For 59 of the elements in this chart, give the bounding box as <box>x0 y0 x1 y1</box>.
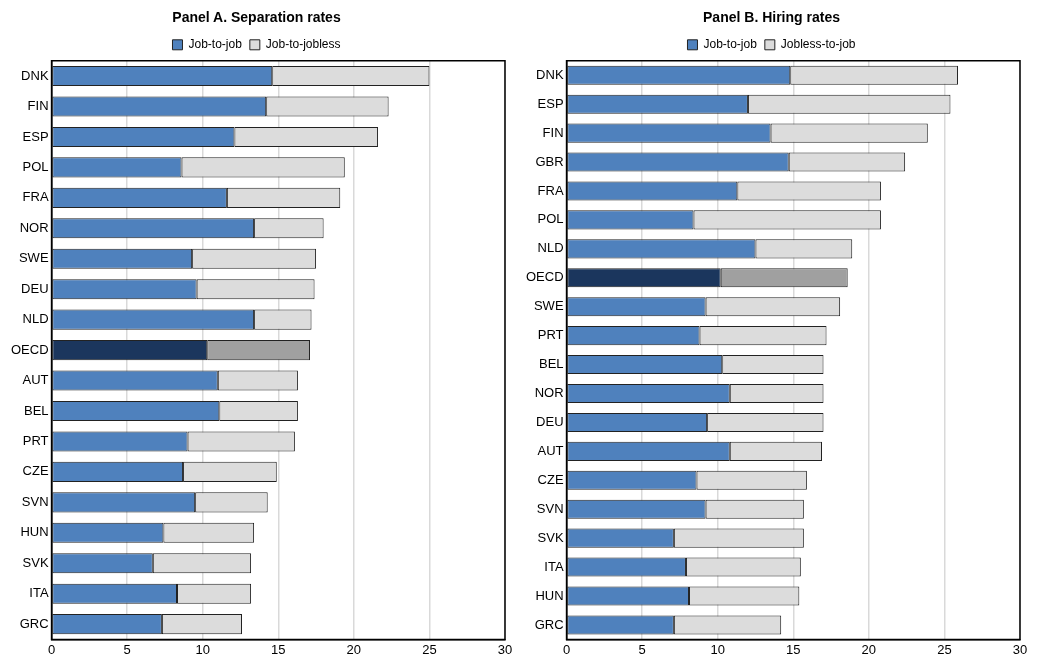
y-tick-label: POL <box>537 211 564 227</box>
y-tick-label: ESP <box>537 95 564 111</box>
x-tick-label: 15 <box>271 641 286 657</box>
y-tick-label: FRA <box>22 189 49 205</box>
y-tick-label: HUN <box>535 587 564 603</box>
y-tick-label: NLD <box>537 240 564 256</box>
y-tick-label: AUT <box>22 372 49 388</box>
y-tick-label: FIN <box>542 124 564 140</box>
x-tick-label: 0 <box>562 641 571 657</box>
y-tick-label: SVK <box>22 554 49 570</box>
x-tick-label: 25 <box>422 641 437 657</box>
y-tick-label: AUT <box>537 442 564 458</box>
y-tick-label: FRA <box>537 182 564 198</box>
y-tick-label: GRC <box>534 616 564 632</box>
y-tick-label: DNK <box>536 66 564 82</box>
y-tick-label: CZE <box>22 463 49 479</box>
y-tick-label: ESP <box>22 128 49 144</box>
x-tick-label: 30 <box>1012 641 1028 657</box>
y-tick-label: SWE <box>18 250 49 266</box>
y-tick-label: GBR <box>535 153 564 169</box>
x-tick-label: 10 <box>195 641 210 657</box>
legend-label: Job-to-job <box>188 37 243 52</box>
x-tick-label: 10 <box>710 641 725 657</box>
y-tick-label: SVK <box>537 529 564 545</box>
y-tick-label: CZE <box>537 471 564 487</box>
legend-label: Job-to-jobless <box>265 37 341 52</box>
x-tick-label: 20 <box>861 641 877 657</box>
y-tick-label: ITA <box>544 558 564 574</box>
y-tick-label: NOR <box>19 219 49 235</box>
y-tick-label: SVN <box>536 500 564 516</box>
x-tick-label: 30 <box>497 641 513 657</box>
x-tick-label: 5 <box>638 641 646 657</box>
y-tick-label: NOR <box>534 385 564 401</box>
x-tick-label: 20 <box>346 641 362 657</box>
y-tick-label: BEL <box>23 402 49 418</box>
y-tick-label: DNK <box>21 67 49 83</box>
y-tick-label: SWE <box>533 298 564 314</box>
x-tick-label: 25 <box>937 641 952 657</box>
y-tick-label: PRT <box>22 433 49 449</box>
x-tick-label: 15 <box>786 641 801 657</box>
chart-title: Panel A. Separation rates <box>172 9 341 26</box>
y-tick-label: GRC <box>19 615 49 631</box>
y-tick-label: NLD <box>22 311 49 327</box>
legend-label: Jobless-to-job <box>780 37 856 52</box>
y-tick-label: DEU <box>21 280 49 296</box>
y-tick-label: FIN <box>27 98 49 114</box>
y-tick-label: ITA <box>29 585 49 601</box>
y-tick-label: SVN <box>21 493 49 509</box>
legend-label: Job-to-job <box>703 37 758 52</box>
chart-title: Panel B. Hiring rates <box>703 9 841 26</box>
y-tick-label: PRT <box>537 327 564 343</box>
x-tick-label: 0 <box>47 641 56 657</box>
y-tick-label: DEU <box>536 414 564 429</box>
x-tick-label: 5 <box>123 641 131 657</box>
y-tick-label: OECD <box>526 269 564 285</box>
y-tick-label: POL <box>22 158 49 174</box>
y-tick-label: HUN <box>20 524 49 540</box>
y-tick-label: BEL <box>538 356 564 372</box>
y-tick-label: OECD <box>11 341 49 357</box>
